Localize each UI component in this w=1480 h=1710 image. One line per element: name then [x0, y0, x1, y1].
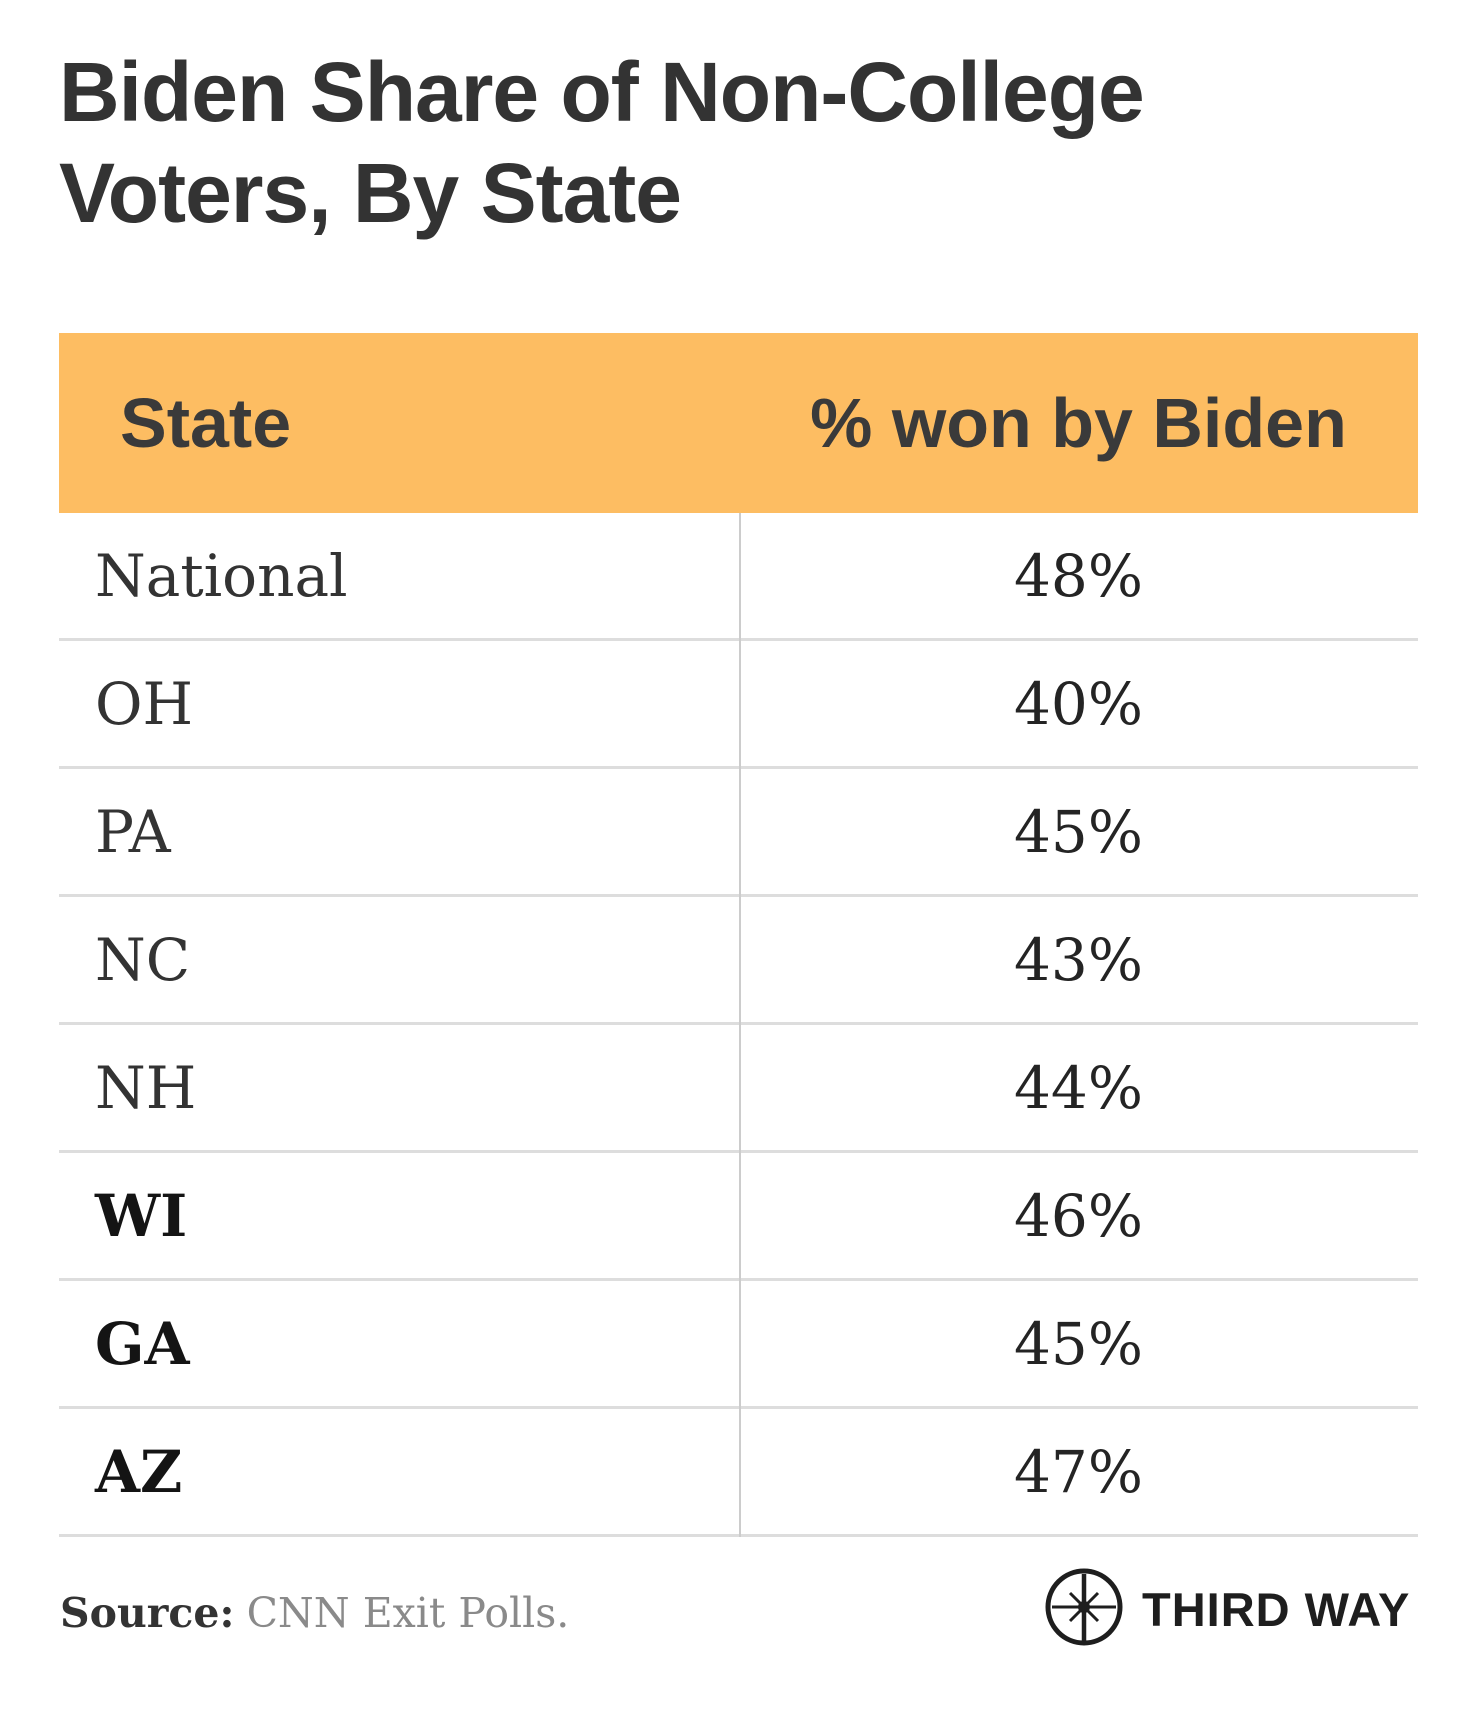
- table-row: NH 44%: [59, 1025, 1418, 1153]
- value-cell: 45%: [739, 1281, 1418, 1406]
- table-row: National 48%: [59, 513, 1418, 641]
- state-label: PA: [95, 797, 171, 866]
- table-row: PA 45%: [59, 769, 1418, 897]
- value-label: 40%: [1014, 669, 1143, 738]
- value-label: 44%: [1014, 1053, 1143, 1122]
- state-cell: AZ: [59, 1409, 739, 1534]
- column-divider: [739, 513, 741, 1537]
- table-row: NC 43%: [59, 897, 1418, 1025]
- value-label: 47%: [1014, 1437, 1143, 1506]
- table-row: WI 46%: [59, 1153, 1418, 1281]
- value-label: 45%: [1014, 797, 1143, 866]
- state-cell: NH: [59, 1025, 739, 1150]
- table-row: GA 45%: [59, 1281, 1418, 1409]
- source-text: CNN Exit Polls.: [246, 1589, 570, 1637]
- compass-star-icon: [1043, 1566, 1125, 1653]
- table-body: National 48% OH 40% PA 45% NC 43% NH 44%…: [59, 513, 1418, 1537]
- page-title-line1: Biden Share of Non-College: [59, 45, 1145, 139]
- value-cell: 46%: [739, 1153, 1418, 1278]
- source-note: Source: CNN Exit Polls.: [60, 1589, 569, 1637]
- state-cell: PA: [59, 769, 739, 894]
- value-label: 43%: [1014, 925, 1143, 994]
- state-cell: NC: [59, 897, 739, 1022]
- table-header-value: % won by Biden: [810, 384, 1347, 462]
- value-cell: 40%: [739, 641, 1418, 766]
- table-header: State % won by Biden: [59, 333, 1418, 513]
- page-title-line2: Voters, By State: [59, 146, 682, 240]
- table-header-state: State: [120, 384, 292, 462]
- table-row: AZ 47%: [59, 1409, 1418, 1537]
- table-row: OH 40%: [59, 641, 1418, 769]
- value-label: 45%: [1014, 1309, 1143, 1378]
- state-label: OH: [95, 669, 194, 738]
- page-title: Biden Share of Non-College Voters, By St…: [59, 42, 1145, 244]
- thirdway-logo: THIRD WAY: [1043, 1568, 1410, 1650]
- state-label: AZ: [95, 1437, 183, 1506]
- value-cell: 43%: [739, 897, 1418, 1022]
- source-label: Source:: [60, 1589, 235, 1637]
- value-cell: 44%: [739, 1025, 1418, 1150]
- state-label: National: [95, 541, 348, 610]
- state-cell: National: [59, 513, 739, 638]
- state-cell: OH: [59, 641, 739, 766]
- state-label: NC: [95, 925, 191, 994]
- state-label: NH: [95, 1053, 197, 1122]
- state-cell: GA: [59, 1281, 739, 1406]
- value-cell: 45%: [739, 769, 1418, 894]
- thirdway-wordmark: THIRD WAY: [1142, 1582, 1411, 1636]
- state-cell: WI: [59, 1153, 739, 1278]
- value-cell: 48%: [739, 513, 1418, 638]
- value-cell: 47%: [739, 1409, 1418, 1534]
- state-label: WI: [95, 1181, 188, 1250]
- value-label: 48%: [1014, 541, 1143, 610]
- state-label: GA: [95, 1309, 190, 1378]
- value-label: 46%: [1014, 1181, 1143, 1250]
